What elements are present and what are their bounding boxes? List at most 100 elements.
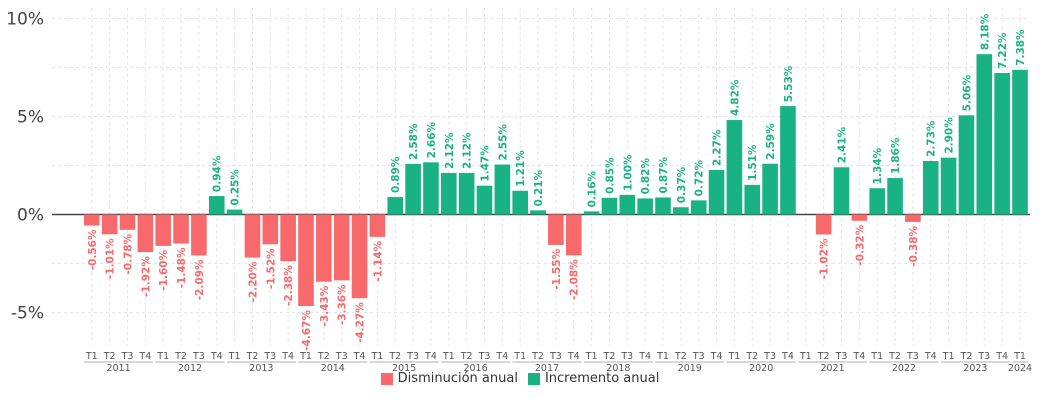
x-tick-quarter: T2 xyxy=(745,351,758,362)
bar-2022-T1 xyxy=(869,188,885,215)
x-tick-quarter: T2 xyxy=(246,351,259,362)
data-label: -0.56% xyxy=(87,229,99,270)
x-tick-quarter: T4 xyxy=(353,351,366,362)
data-label: -0.38% xyxy=(908,225,920,266)
x-tick-year: 2015 xyxy=(392,363,416,374)
data-label: -2.08% xyxy=(569,259,581,300)
bar-2018-T2 xyxy=(601,197,618,215)
bar-2020-T4 xyxy=(780,106,796,215)
x-tick-year: 2012 xyxy=(178,363,202,374)
legend: Disminución anual Incremento anual xyxy=(0,371,1040,386)
x-tick-quarter: T1 xyxy=(585,351,598,362)
bar-2018-T1 xyxy=(583,211,600,215)
x-tick-quarter: T2 xyxy=(960,351,973,362)
x-tick-quarter: T3 xyxy=(406,351,419,362)
bar-2011-T1 xyxy=(84,214,100,226)
x-tick-quarter: T1 xyxy=(942,351,955,362)
data-label: -1.14% xyxy=(372,240,384,281)
data-label: 0.37% xyxy=(676,166,688,203)
y-tick-label: 0% xyxy=(17,206,44,226)
bar-2012-T3 xyxy=(191,214,207,256)
bar-2020-T1 xyxy=(726,120,743,215)
data-label: -4.27% xyxy=(355,302,367,343)
x-tick-quarter: T2 xyxy=(674,351,687,362)
data-label: -1.01% xyxy=(105,238,117,279)
data-label: -1.52% xyxy=(265,248,277,289)
data-label: -1.92% xyxy=(140,256,152,297)
bar-2015-T1 xyxy=(369,214,386,237)
data-label: -1.55% xyxy=(551,248,563,289)
x-tick-year: 2020 xyxy=(749,363,773,374)
x-tick-quarter: T1 xyxy=(228,351,241,362)
bar-2016-T2 xyxy=(458,172,475,215)
x-tick-quarter: T3 xyxy=(549,351,562,362)
y-tick-label: -5% xyxy=(11,304,44,324)
x-tick-year: 2023 xyxy=(963,363,987,374)
data-label: 0.21% xyxy=(533,169,545,206)
data-label: -0.32% xyxy=(854,224,866,265)
legend-label-negative: Disminución anual xyxy=(397,371,518,386)
bar-2023-T4 xyxy=(994,72,1010,215)
data-label: -2.38% xyxy=(283,265,295,306)
legend-item-negative: Disminución anual xyxy=(380,371,518,386)
bar-2017-T3 xyxy=(548,214,564,245)
bar-2013-T2 xyxy=(244,214,261,258)
x-tick-quarter: T4 xyxy=(852,351,865,362)
x-tick-quarter: T4 xyxy=(638,351,651,362)
x-tick-quarter: T1 xyxy=(156,351,169,362)
x-tick-quarter: T2 xyxy=(888,351,901,362)
x-tick-quarter: T2 xyxy=(174,351,187,362)
data-label: 0.72% xyxy=(694,159,706,196)
x-tick-quarter: T1 xyxy=(870,351,883,362)
bar-2012-T2 xyxy=(173,214,189,244)
x-tick-quarter: T1 xyxy=(799,351,812,362)
x-tick-quarter: T3 xyxy=(835,351,848,362)
data-label: -0.78% xyxy=(123,233,135,274)
bar-2011-T4 xyxy=(137,214,154,253)
x-tick-quarter: T4 xyxy=(710,351,723,362)
y-tick-label: 10% xyxy=(6,10,44,30)
x-tick-quarter: T4 xyxy=(924,351,937,362)
data-label: 0.87% xyxy=(658,157,670,194)
x-tick-quarter: T3 xyxy=(192,351,205,362)
data-label: 0.89% xyxy=(390,156,402,193)
data-label: -1.48% xyxy=(176,247,188,288)
bar-2022-T4 xyxy=(922,160,939,215)
x-tick-quarter: T1 xyxy=(442,351,455,362)
data-label: 5.53% xyxy=(783,65,795,102)
data-label: 2.59% xyxy=(765,123,777,160)
data-label: 1.86% xyxy=(890,137,902,174)
data-label: 5.06% xyxy=(961,74,973,111)
x-tick-quarter: T4 xyxy=(424,351,437,362)
data-label: 1.00% xyxy=(622,154,634,191)
legend-swatch-positive xyxy=(527,372,540,385)
data-label: 2.27% xyxy=(712,129,724,166)
data-label: 2.41% xyxy=(837,126,849,163)
data-label: 2.12% xyxy=(462,132,474,169)
data-label: 7.22% xyxy=(997,32,1009,69)
data-label: 1.51% xyxy=(747,144,759,181)
data-label: 0.25% xyxy=(230,169,242,206)
data-label: 2.58% xyxy=(408,123,420,160)
x-tick-quarter: T3 xyxy=(763,351,776,362)
bar-2022-T3 xyxy=(905,214,921,222)
bar-2021-T4 xyxy=(851,214,868,221)
data-label: -2.09% xyxy=(194,259,206,300)
bar-2013-T4 xyxy=(280,214,296,262)
bar-2019-T1 xyxy=(655,197,671,215)
data-label: 1.21% xyxy=(515,150,527,187)
x-tick-quarter: T1 xyxy=(727,351,740,362)
bar-2014-T3 xyxy=(333,214,350,281)
x-tick-quarter: T4 xyxy=(495,351,508,362)
x-tick-year: 2013 xyxy=(249,363,273,374)
bar-2019-T2 xyxy=(673,207,689,215)
bar-2015-T2 xyxy=(387,197,404,215)
x-tick-quarter: T1 xyxy=(85,351,98,362)
bar-2011-T2 xyxy=(101,214,118,235)
x-tick-quarter: T2 xyxy=(317,351,330,362)
bar-2015-T3 xyxy=(405,163,421,215)
data-label: 4.82% xyxy=(729,79,741,116)
data-label: 1.47% xyxy=(480,145,492,182)
x-tick-year: 2022 xyxy=(892,363,916,374)
